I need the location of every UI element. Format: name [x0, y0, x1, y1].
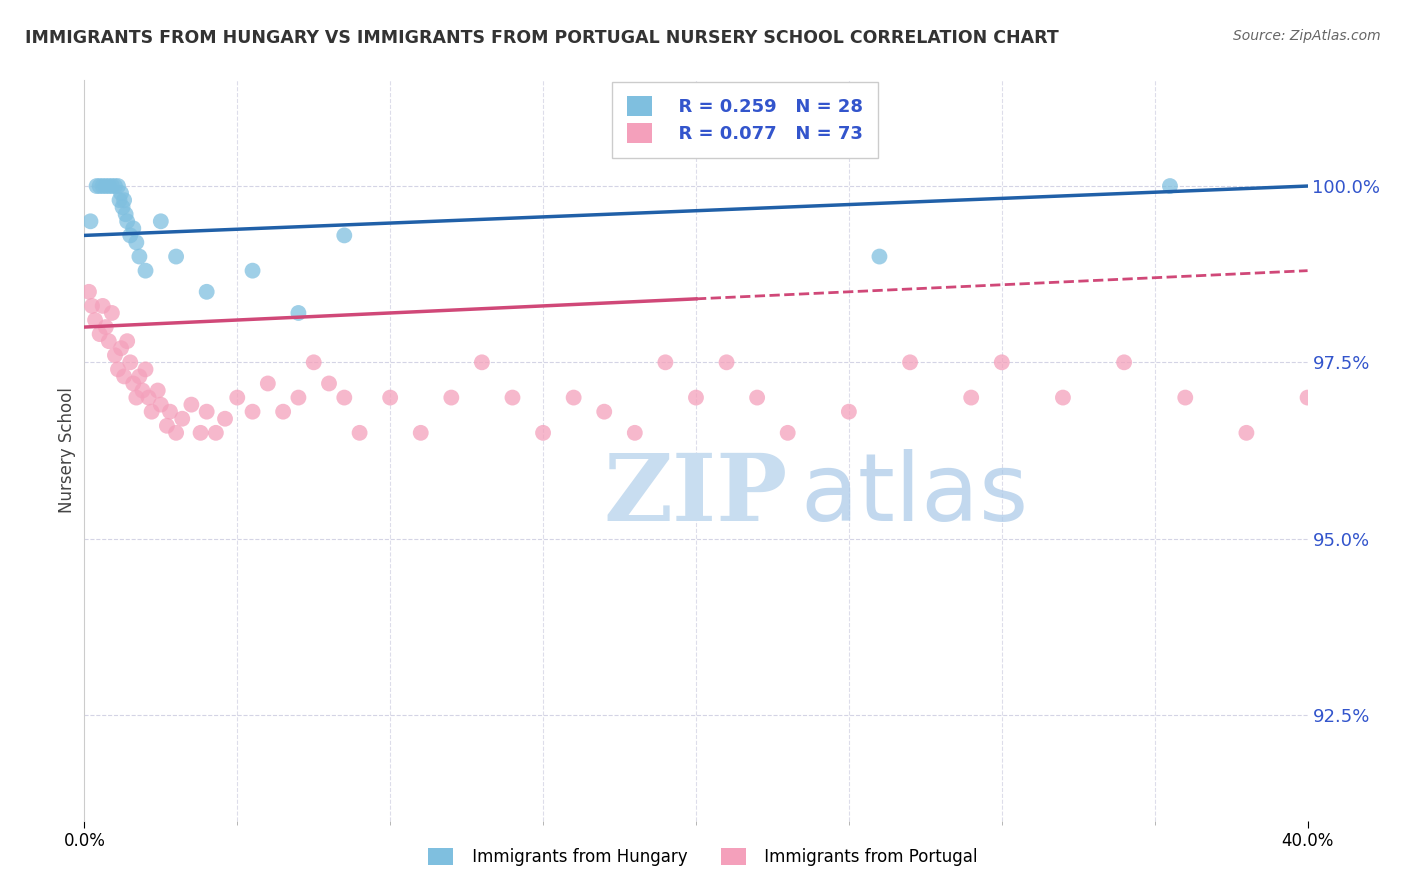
Point: [97, 334, 120, 348]
Point: [471, 355, 494, 369]
Point: [97, 179, 120, 194]
Point: [333, 391, 356, 405]
Point: [115, 214, 138, 228]
Point: [716, 355, 738, 369]
Point: [104, 179, 127, 194]
Point: [869, 250, 891, 264]
Point: [195, 405, 218, 419]
Point: [156, 418, 179, 433]
Point: [776, 425, 799, 440]
Point: [287, 306, 309, 320]
Point: [112, 193, 135, 207]
Point: [120, 228, 142, 243]
Point: [531, 425, 554, 440]
Point: [91, 299, 114, 313]
Point: [165, 250, 187, 264]
Point: [101, 179, 124, 194]
Point: [624, 425, 647, 440]
Point: [409, 425, 432, 440]
Point: [115, 334, 138, 348]
Point: [110, 186, 132, 200]
Point: [135, 263, 157, 277]
Point: [685, 391, 707, 405]
Point: [172, 411, 194, 425]
Point: [991, 355, 1014, 369]
Point: [898, 355, 921, 369]
Point: [271, 405, 294, 419]
Point: [960, 391, 983, 405]
Point: [242, 263, 264, 277]
Point: [122, 376, 145, 391]
Point: [120, 355, 142, 369]
Point: [110, 341, 132, 355]
Point: [747, 391, 769, 405]
Point: [214, 411, 236, 425]
Point: [135, 362, 157, 376]
Point: [593, 405, 616, 419]
Point: [149, 214, 172, 228]
Point: [159, 405, 181, 419]
Point: [1296, 391, 1319, 405]
Point: [89, 327, 111, 342]
Point: [149, 398, 172, 412]
Point: [302, 355, 325, 369]
Point: [122, 221, 145, 235]
Point: [112, 369, 135, 384]
Legend:  Immigrants from Hungary,  Immigrants from Portugal: Immigrants from Hungary, Immigrants from…: [420, 840, 986, 875]
Point: [94, 179, 117, 194]
Point: [84, 313, 107, 327]
Point: [165, 425, 187, 440]
Text: atlas: atlas: [800, 449, 1028, 541]
Point: [128, 369, 150, 384]
Point: [654, 355, 676, 369]
Point: [318, 376, 340, 391]
Point: [125, 391, 148, 405]
Point: [114, 207, 136, 221]
Point: [502, 391, 524, 405]
Point: [138, 391, 160, 405]
Point: [1236, 425, 1258, 440]
Point: [141, 405, 163, 419]
Text: ZIP: ZIP: [603, 450, 787, 540]
Point: [180, 398, 202, 412]
Point: [146, 384, 169, 398]
Point: [131, 384, 153, 398]
Point: [101, 306, 124, 320]
Point: [440, 391, 463, 405]
Point: [77, 285, 100, 299]
Point: [257, 376, 280, 391]
Point: [94, 320, 117, 334]
Point: [242, 405, 264, 419]
Legend:   R = 0.259   N = 28,   R = 0.077   N = 73: R = 0.259 N = 28, R = 0.077 N = 73: [612, 82, 877, 158]
Point: [108, 193, 131, 207]
Point: [107, 362, 129, 376]
Point: [195, 285, 218, 299]
Point: [1174, 391, 1197, 405]
Point: [80, 299, 103, 313]
Point: [562, 391, 585, 405]
Point: [1159, 179, 1181, 194]
Point: [89, 179, 111, 194]
Point: [1114, 355, 1136, 369]
Point: [125, 235, 148, 250]
Point: [838, 405, 860, 419]
Point: [104, 348, 127, 362]
Y-axis label: Nursery School: Nursery School: [58, 387, 76, 514]
Point: [111, 200, 134, 214]
Point: [205, 425, 228, 440]
Text: Source: ZipAtlas.com: Source: ZipAtlas.com: [1233, 29, 1381, 43]
Point: [1052, 391, 1074, 405]
Point: [380, 391, 402, 405]
Point: [86, 179, 108, 194]
Point: [226, 391, 249, 405]
Point: [287, 391, 309, 405]
Point: [79, 214, 101, 228]
Point: [333, 228, 356, 243]
Point: [349, 425, 371, 440]
Point: [128, 250, 150, 264]
Point: [107, 179, 129, 194]
Point: [91, 179, 114, 194]
Point: [190, 425, 212, 440]
Text: IMMIGRANTS FROM HUNGARY VS IMMIGRANTS FROM PORTUGAL NURSERY SCHOOL CORRELATION C: IMMIGRANTS FROM HUNGARY VS IMMIGRANTS FR…: [25, 29, 1059, 46]
